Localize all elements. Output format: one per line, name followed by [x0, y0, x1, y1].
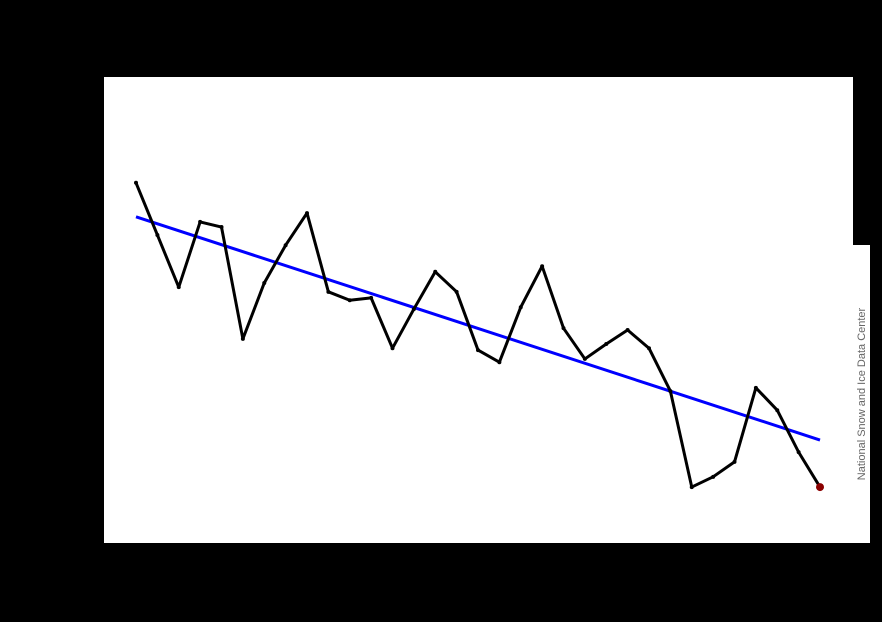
data-point [582, 356, 587, 361]
data-point [240, 336, 245, 341]
data-point [668, 389, 673, 394]
data-point [433, 269, 438, 274]
data-point [390, 346, 395, 351]
data-point [347, 298, 352, 303]
data-point [732, 459, 737, 464]
data-point [604, 342, 609, 347]
data-point [326, 289, 331, 294]
data-point [540, 264, 545, 269]
data-point [625, 328, 630, 333]
data-point [497, 360, 502, 365]
data-point [476, 348, 480, 353]
data-point [155, 232, 160, 237]
data-point [518, 305, 523, 310]
trend-line [135, 215, 821, 442]
data-point [134, 180, 138, 185]
data-point [305, 211, 309, 216]
credit-box [853, 245, 870, 543]
data-point [454, 289, 459, 294]
data-point [775, 408, 780, 413]
data-point [647, 346, 651, 351]
data-point [262, 280, 267, 285]
data-point [198, 219, 203, 224]
data-point [219, 225, 224, 230]
data-point [796, 450, 801, 455]
data-point [176, 285, 181, 290]
data-point [689, 485, 694, 490]
data-point [369, 295, 374, 300]
data-point [561, 326, 566, 331]
data-point [411, 307, 416, 312]
data-point [711, 474, 716, 479]
data-point [283, 243, 288, 248]
data-point [816, 483, 824, 492]
credit: National Snow and Ice Data Center [856, 307, 868, 480]
plot-area [104, 77, 853, 543]
data-point [753, 385, 758, 390]
